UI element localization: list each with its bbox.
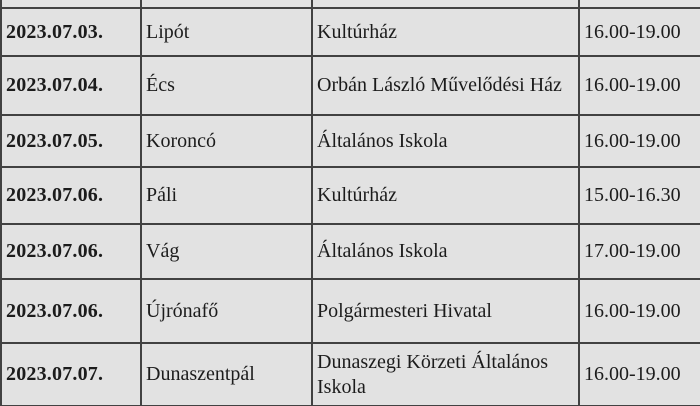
table-row: 2023.07.03. Lipót Kultúrház 16.00-19.00 [0, 7, 700, 57]
venue-cell: Általános Iskola [311, 223, 580, 280]
date-cell: 2023.07.05. [0, 114, 142, 168]
date-cell: 2023.07.04. [0, 55, 142, 116]
venue-cell [311, 0, 580, 9]
date-cell: 2023.07.07. [0, 342, 142, 406]
time-cell: 17.00-19.00 [578, 223, 700, 280]
time-cell: 16.00-19.00 [578, 7, 700, 57]
venue-cell: Polgármesteri Hivatal [311, 278, 580, 344]
location-cell: Dunaszentpál [140, 342, 313, 406]
location-cell [140, 0, 313, 9]
table-row: 2023.07.06. Vág Általános Iskola 17.00-1… [0, 223, 700, 280]
location-cell: Écs [140, 55, 313, 116]
table-row: 2023.07.05. Koroncó Általános Iskola 16.… [0, 114, 700, 168]
location-cell: Lipót [140, 7, 313, 57]
table-row: 2023.07.04. Écs Orbán László Művelődési … [0, 55, 700, 116]
date-cell: 2023.07.03. [0, 7, 142, 57]
date-cell: 2023.07.06. [0, 278, 142, 344]
date-cell [0, 0, 142, 9]
date-cell: 2023.07.06. [0, 166, 142, 225]
time-cell [578, 0, 700, 9]
time-cell: 16.00-19.00 [578, 114, 700, 168]
venue-cell: Kultúrház [311, 7, 580, 57]
venue-cell: Dunaszegi Körzeti Általános Iskola [311, 342, 580, 406]
venue-cell: Orbán László Művelődési Ház [311, 55, 580, 116]
time-cell: 16.00-19.00 [578, 278, 700, 344]
time-cell: 16.00-19.00 [578, 55, 700, 116]
location-cell: Páli [140, 166, 313, 225]
table-row: 2023.07.06. Páli Kultúrház 15.00-16.30 [0, 166, 700, 225]
location-cell: Vág [140, 223, 313, 280]
date-cell: 2023.07.06. [0, 223, 142, 280]
venue-cell: Általános Iskola [311, 114, 580, 168]
table-row: 2023.07.06. Újrónafő Polgármesteri Hivat… [0, 278, 700, 344]
time-cell: 15.00-16.30 [578, 166, 700, 225]
table-row-partial [0, 0, 700, 9]
location-cell: Újrónafő [140, 278, 313, 344]
venue-cell: Kultúrház [311, 166, 580, 225]
time-cell: 16.00-19.00 [578, 342, 700, 406]
location-cell: Koroncó [140, 114, 313, 168]
table-row: 2023.07.07. Dunaszentpál Dunaszegi Körze… [0, 342, 700, 406]
